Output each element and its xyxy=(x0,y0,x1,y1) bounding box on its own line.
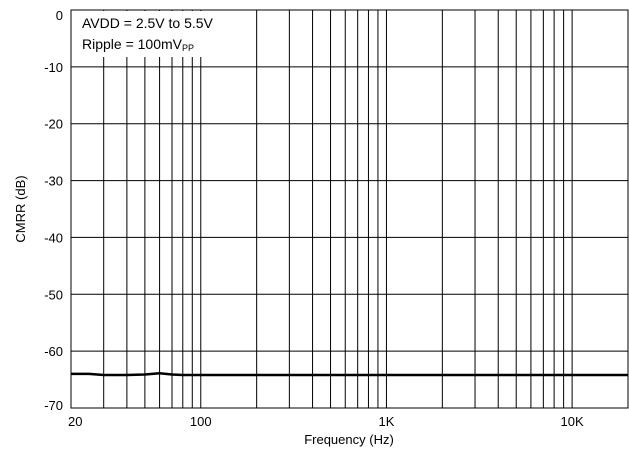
annotation-line-2: Ripple = 100mVPP xyxy=(82,36,194,53)
y-tick-label: -70 xyxy=(44,398,63,413)
x-tick-label: 100 xyxy=(190,414,212,429)
grid-lines xyxy=(71,10,628,408)
y-tick-label: -60 xyxy=(44,344,63,359)
plot-background xyxy=(71,10,628,408)
y-axis-title: CMRR (dB) xyxy=(13,175,28,242)
annotation-line-2-main: Ripple = 100mV xyxy=(82,36,183,52)
y-tick-label: -30 xyxy=(44,174,63,189)
x-axis-title: Frequency (Hz) xyxy=(304,432,394,447)
x-tick-label: 20 xyxy=(68,414,82,429)
x-tick-label: 1K xyxy=(378,414,394,429)
cmrr-series-line xyxy=(71,372,628,377)
y-tick-label: -20 xyxy=(44,117,63,132)
annotation-box xyxy=(77,11,254,57)
y-tick-label: -10 xyxy=(44,60,63,75)
annotation-line-1: AVDD = 2.5V to 5.5V xyxy=(82,15,214,31)
series-lines xyxy=(71,372,628,377)
y-tick-label: -40 xyxy=(44,230,63,245)
x-tick-labels: 20 100 1K 10K xyxy=(68,414,584,429)
plot-frame xyxy=(70,9,629,409)
x-tick-label: 10K xyxy=(561,414,584,429)
y-tick-label: -50 xyxy=(44,287,63,302)
y-tick-labels: 0 -10 -20 -30 -40 -50 -60 -70 xyxy=(44,8,63,413)
y-tick-label: 0 xyxy=(56,8,63,23)
annotation-line-2-subscript: PP xyxy=(182,43,194,53)
